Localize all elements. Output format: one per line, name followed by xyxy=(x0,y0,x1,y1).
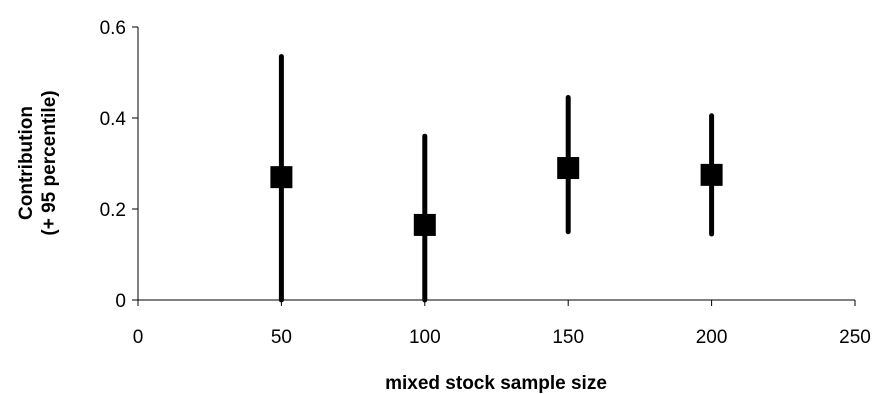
y-tick-label: 0.6 xyxy=(100,18,126,39)
y-tick-label: 0 xyxy=(115,291,126,312)
y-axis-title-line-2: (+ 95 percentile) xyxy=(39,90,60,235)
x-tick-label: 200 xyxy=(696,327,728,348)
x-tick-label: 100 xyxy=(409,327,441,348)
data-point-marker xyxy=(413,213,436,236)
data-marks xyxy=(270,54,723,303)
x-axis-title: mixed stock sample size xyxy=(385,373,607,394)
x-tick-label: 150 xyxy=(552,327,584,348)
data-point-marker xyxy=(700,163,723,186)
y-tick-label: 0.2 xyxy=(100,200,126,221)
y-tick-label: 0.4 xyxy=(100,109,127,130)
x-tick-label: 0 xyxy=(133,327,144,348)
data-point-marker xyxy=(270,166,293,189)
data-point-marker xyxy=(557,157,580,180)
y-axis-title-line-1: Contribution xyxy=(16,106,37,220)
x-tick-label: 250 xyxy=(839,327,871,348)
x-tick-label: 50 xyxy=(271,327,292,348)
y-ticks: 0 0.2 0.4 0.6 xyxy=(100,18,138,312)
plot-area: 0 50 100 150 200 250 0 0.2 0.4 0.6 xyxy=(100,18,871,348)
x-ticks: 0 50 100 150 200 250 xyxy=(133,300,871,348)
